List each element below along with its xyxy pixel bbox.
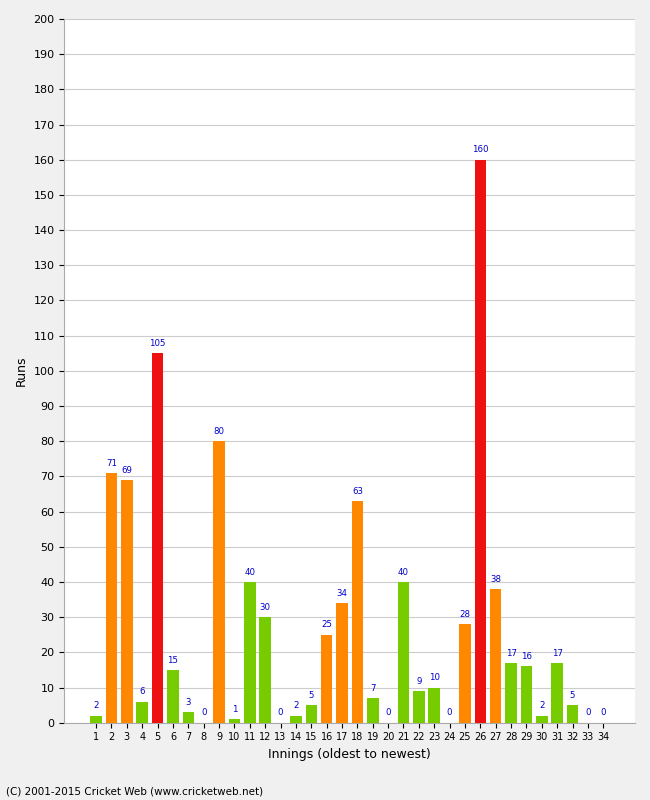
Text: 9: 9 [416,677,422,686]
Text: 15: 15 [168,656,179,665]
Bar [290,716,302,722]
Text: (C) 2001-2015 Cricket Web (www.cricketweb.net): (C) 2001-2015 Cricket Web (www.cricketwe… [6,786,264,796]
Text: 2: 2 [539,702,545,710]
Text: 1: 1 [231,705,237,714]
Bar [213,442,225,722]
Text: 0: 0 [385,709,391,718]
Bar [521,666,532,722]
Bar [136,702,148,722]
Text: 40: 40 [398,568,409,577]
Text: 38: 38 [490,574,501,584]
Text: 71: 71 [106,458,117,468]
Text: 40: 40 [244,568,255,577]
Text: 28: 28 [460,610,471,619]
Text: 0: 0 [601,709,606,718]
Bar [306,705,317,722]
Text: 0: 0 [585,709,591,718]
Bar [336,603,348,722]
Bar [121,480,133,722]
Text: 6: 6 [140,687,145,696]
Bar [505,663,517,722]
Bar [413,691,424,722]
Text: 7: 7 [370,684,376,693]
Bar [490,589,502,722]
Bar [259,617,271,722]
Bar [106,473,117,722]
Text: 5: 5 [570,691,575,700]
X-axis label: Innings (oldest to newest): Innings (oldest to newest) [268,748,431,761]
Bar [551,663,563,722]
Bar [352,501,363,722]
Bar [167,670,179,722]
Text: 5: 5 [309,691,314,700]
Bar [183,712,194,722]
Text: 69: 69 [122,466,133,474]
Y-axis label: Runs: Runs [15,356,28,386]
Bar [567,705,578,722]
Text: 0: 0 [278,709,283,718]
Bar [459,624,471,722]
Bar [244,582,255,722]
Bar [398,582,410,722]
Text: 30: 30 [259,603,270,612]
Text: 63: 63 [352,486,363,496]
Text: 80: 80 [214,427,224,436]
Bar [321,634,332,722]
Text: 17: 17 [506,649,517,658]
Bar [474,160,486,722]
Text: 160: 160 [472,146,489,154]
Text: 2: 2 [94,702,99,710]
Bar [152,354,163,722]
Text: 0: 0 [201,709,207,718]
Text: 25: 25 [321,621,332,630]
Bar [428,687,440,722]
Text: 2: 2 [293,702,298,710]
Bar [367,698,378,722]
Bar [536,716,547,722]
Bar [90,716,102,722]
Text: 3: 3 [185,698,191,707]
Text: 17: 17 [552,649,563,658]
Text: 10: 10 [429,674,440,682]
Bar [229,719,240,722]
Text: 0: 0 [447,709,452,718]
Text: 105: 105 [150,339,166,348]
Text: 34: 34 [337,589,348,598]
Text: 16: 16 [521,652,532,661]
